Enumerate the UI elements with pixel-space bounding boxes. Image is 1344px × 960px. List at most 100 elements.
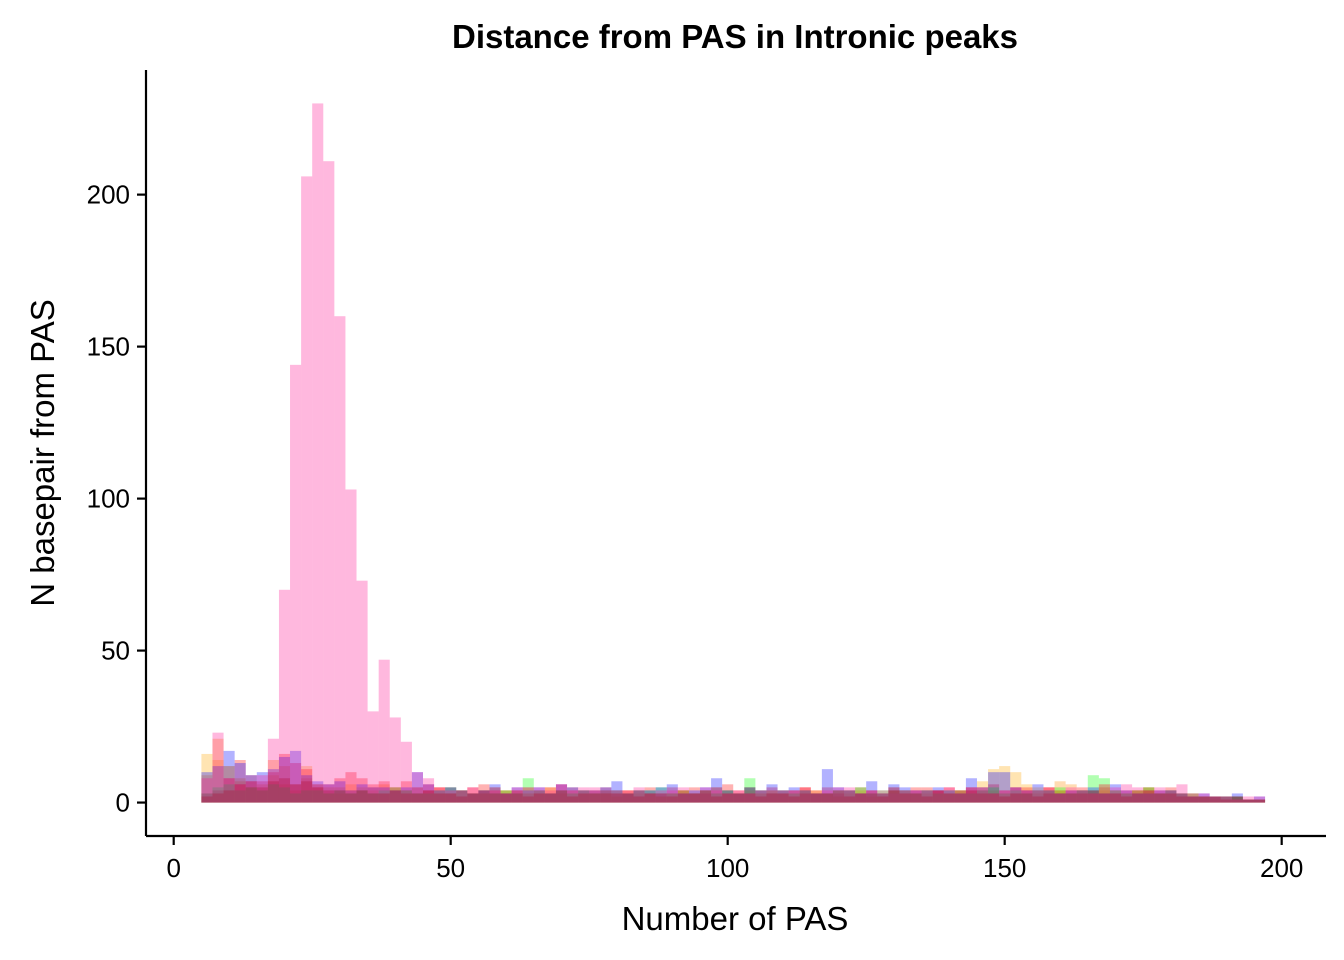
histogram-bar <box>699 790 712 803</box>
histogram-bar <box>755 790 767 803</box>
histogram-bar <box>1132 793 1144 803</box>
histogram-bar <box>744 787 756 803</box>
histogram-bar <box>1253 799 1266 803</box>
histogram-bar <box>567 796 579 803</box>
histogram-bar <box>666 793 678 803</box>
histogram-bar <box>888 787 900 803</box>
histogram-bar <box>500 790 512 803</box>
histogram-bar <box>988 790 1000 803</box>
histogram-bar <box>611 793 623 803</box>
histogram-bar <box>611 796 623 803</box>
histogram-bar <box>1209 796 1221 803</box>
histogram-bar <box>1054 790 1066 803</box>
histogram-bar <box>1087 775 1099 803</box>
histogram-bar <box>201 793 213 803</box>
histogram-bar <box>932 793 944 803</box>
histogram-bar <box>666 796 678 803</box>
histogram-bar <box>943 790 955 803</box>
histogram-bar <box>1132 790 1144 803</box>
histogram-bar <box>1143 787 1155 803</box>
histogram-bar <box>1154 790 1166 803</box>
histogram-bar <box>810 793 822 803</box>
histogram-bar <box>478 784 490 803</box>
histogram-bar <box>356 790 368 803</box>
histogram-bar <box>1065 787 1077 803</box>
histogram-bar <box>655 793 667 803</box>
histogram-bar <box>278 784 291 803</box>
histogram-bar <box>633 790 645 803</box>
histogram-bar <box>1109 784 1122 803</box>
histogram-bar <box>323 793 335 803</box>
histogram-bar <box>389 790 401 803</box>
histogram-bar <box>544 787 556 803</box>
histogram-bar <box>312 787 324 803</box>
histogram-bar <box>323 790 335 803</box>
histogram-bar <box>932 790 944 803</box>
histogram-bar <box>810 793 822 803</box>
histogram-bar <box>245 787 257 803</box>
histogram-bar <box>1087 787 1099 803</box>
histogram-bar <box>411 787 423 803</box>
histogram-bar <box>445 793 457 803</box>
histogram-bar <box>976 781 989 803</box>
histogram-bar <box>866 793 878 803</box>
histogram-bar <box>633 787 645 803</box>
y-axis-ticks: 0 50 100 150 200 <box>87 180 146 818</box>
histogram-bar <box>500 793 512 803</box>
histogram-bar <box>356 787 368 803</box>
histogram-bar <box>633 796 645 803</box>
histogram-bar <box>544 793 556 803</box>
histogram-bar <box>733 790 745 803</box>
histogram-bar <box>290 784 302 803</box>
histogram-bar <box>988 793 1000 803</box>
histogram-bar <box>999 790 1011 803</box>
histogram-bar <box>422 778 435 803</box>
histogram-bar <box>688 793 700 803</box>
histogram-bar <box>600 793 612 803</box>
histogram-bar <box>999 793 1011 803</box>
histogram-bar <box>522 787 534 803</box>
histogram-bar <box>1098 793 1110 803</box>
histogram-bar <box>600 787 612 803</box>
histogram-bar <box>533 793 545 803</box>
histogram-bar <box>1220 796 1232 803</box>
y-tick-label: 50 <box>101 636 130 666</box>
y-tick-label: 100 <box>87 484 130 514</box>
histogram-bar <box>544 793 556 803</box>
x-axis-ticks: 0 50 100 150 200 <box>166 836 1303 883</box>
histogram-bar <box>733 793 745 803</box>
series-7-bars <box>201 103 1266 803</box>
histogram-bar <box>622 790 634 803</box>
histogram-bar <box>1220 796 1232 803</box>
histogram-bar <box>345 793 357 803</box>
histogram-bar <box>1209 796 1221 803</box>
histogram-bar <box>655 787 667 803</box>
histogram-bar <box>544 790 556 803</box>
histogram-bar <box>1109 790 1122 803</box>
histogram-bar <box>1098 784 1110 803</box>
histogram-bar <box>1021 790 1033 803</box>
histogram-bar <box>467 787 479 803</box>
histogram-bar <box>711 796 723 803</box>
histogram-bar <box>733 793 745 803</box>
histogram-bar <box>489 790 501 803</box>
histogram-bar <box>999 796 1011 803</box>
histogram-bar <box>1121 784 1133 803</box>
histogram-bar <box>445 787 457 803</box>
histogram-bar <box>622 793 634 803</box>
histogram-bar <box>256 781 268 803</box>
histogram-bar <box>1087 793 1099 803</box>
histogram-bar <box>1253 796 1266 803</box>
histogram-bar <box>788 790 800 803</box>
histogram-bar <box>644 790 656 803</box>
histogram-bar <box>522 796 534 803</box>
histogram-bar <box>1098 784 1110 803</box>
histogram-bar <box>456 790 468 803</box>
histogram-bar <box>212 793 224 803</box>
histogram-bar <box>1176 784 1188 803</box>
histogram-bar <box>567 793 579 803</box>
histogram-bar <box>644 793 656 803</box>
histogram-bar <box>766 787 778 803</box>
histogram-bar <box>733 790 745 803</box>
histogram-bar <box>389 790 401 803</box>
